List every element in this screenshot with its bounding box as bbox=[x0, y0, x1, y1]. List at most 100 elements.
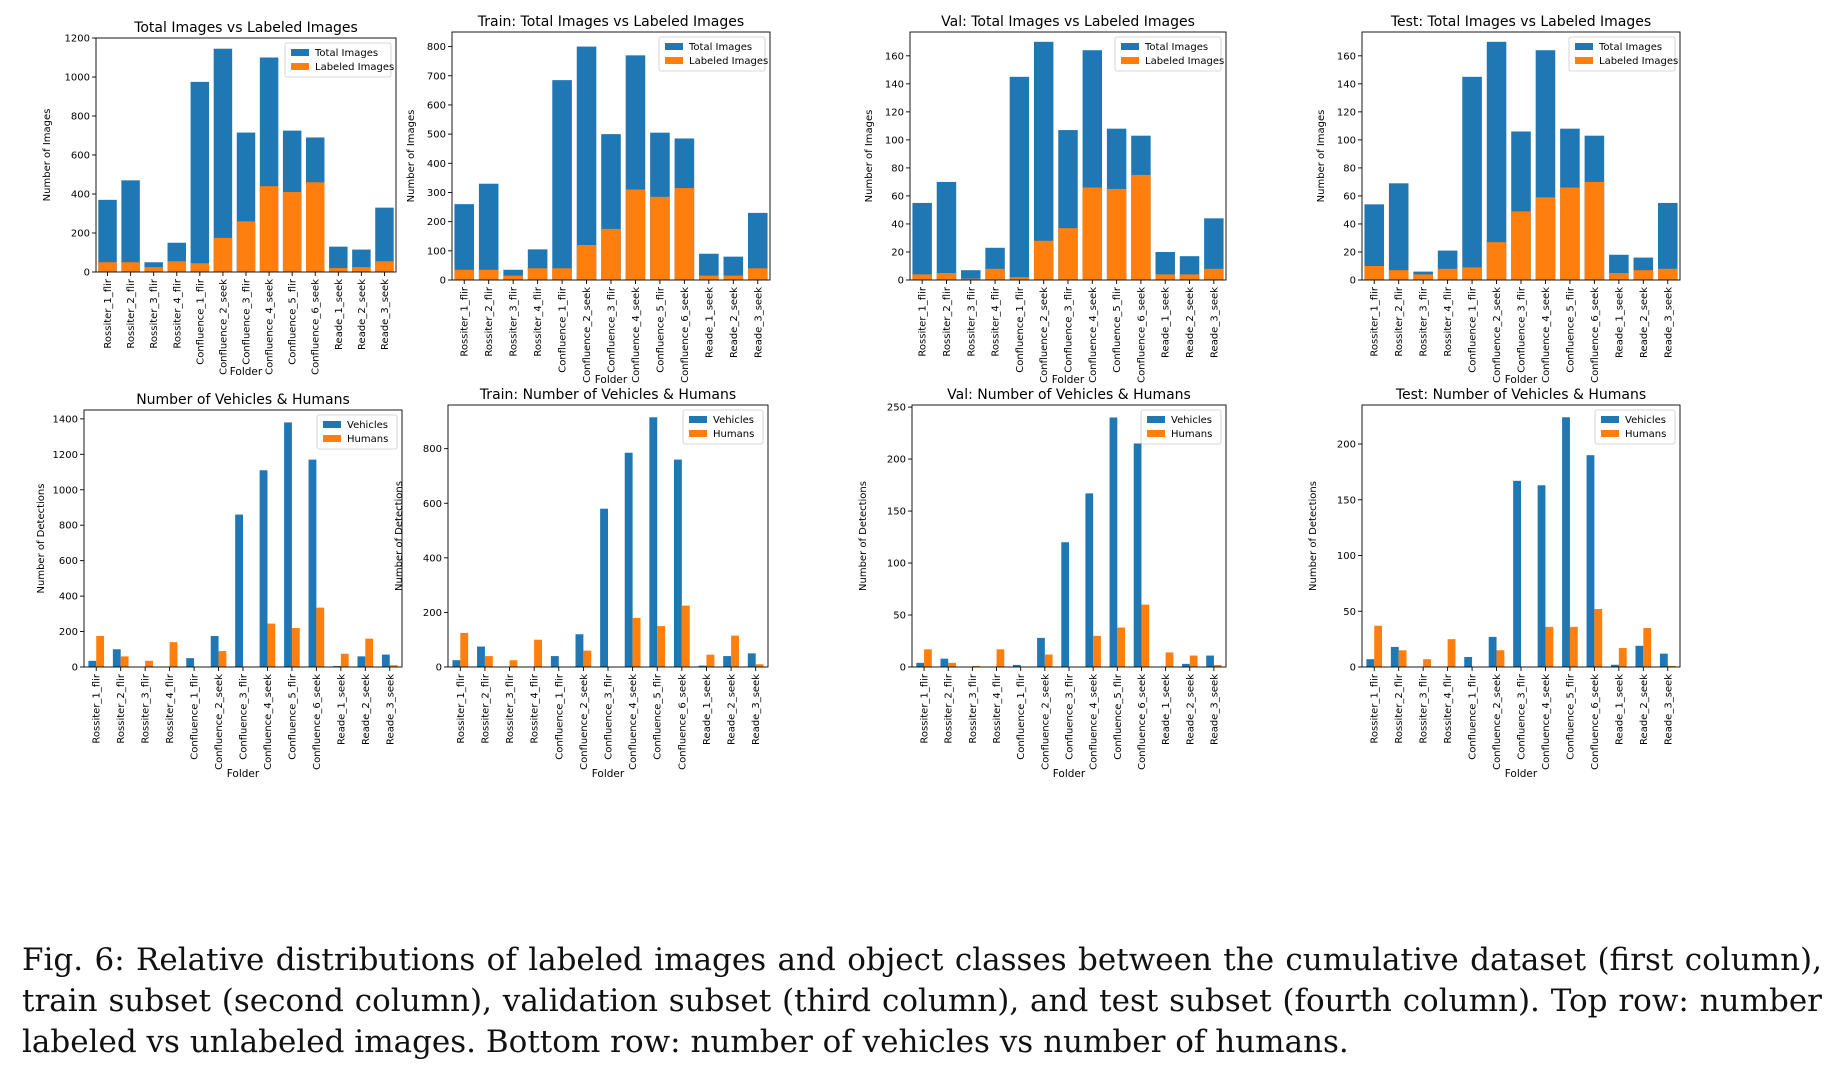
x-tick-label: Rossiter_4_flir bbox=[991, 286, 1002, 356]
bar-labeled bbox=[1179, 274, 1200, 280]
chart-test-vehicles-humans: Test: Number of Vehicles & Humans 0 50 100 1… bbox=[1308, 387, 1842, 920]
chart-title: Val: Total Images vs Labeled Images bbox=[941, 14, 1195, 30]
legend-swatch bbox=[689, 416, 707, 423]
legend-label: Total Images bbox=[314, 48, 378, 59]
x-tick-label: Confluence_1_flir bbox=[1016, 673, 1027, 760]
legend-swatch bbox=[665, 57, 683, 64]
x-tick-label: Rossiter_2_flir bbox=[116, 673, 127, 743]
x-tick-label: Confluence_4_seek bbox=[1088, 287, 1099, 383]
bar-labeled bbox=[190, 263, 210, 272]
x-tick-label: Confluence_3_flir bbox=[239, 673, 250, 760]
x-tick-label: Rossiter_2_flir bbox=[126, 278, 137, 348]
legend-label: Total Images bbox=[1598, 42, 1662, 53]
bar-vehicles bbox=[1366, 659, 1375, 667]
x-tick-label: Confluence_1_flir bbox=[1015, 286, 1026, 373]
bar-vehicles bbox=[723, 656, 732, 667]
bar-total bbox=[454, 204, 475, 280]
bar-labeled bbox=[1511, 211, 1531, 280]
y-tick-label: 1000 bbox=[53, 485, 78, 496]
bar-labeled bbox=[1033, 240, 1054, 280]
bar-labeled bbox=[236, 221, 256, 272]
y-axis-label: Number of Detections bbox=[858, 481, 869, 591]
x-tick-label: Rossiter_3_flir bbox=[505, 673, 516, 743]
y-tick-label: 600 bbox=[71, 151, 90, 162]
chart-title: Number of Vehicles & Humans bbox=[136, 392, 350, 408]
x-tick-label: Confluence_1_flir bbox=[195, 278, 206, 365]
x-axis-label: Folder bbox=[227, 768, 260, 780]
bar-vehicles bbox=[1464, 656, 1473, 667]
x-tick-label: Confluence_6_seek bbox=[680, 287, 691, 383]
y-tick-label: 700 bbox=[427, 71, 446, 82]
bar-humans bbox=[1667, 665, 1676, 667]
legend-swatch bbox=[291, 49, 309, 56]
chart-val-total-vs-labeled: Val: Total Images vs Labeled Images 0 20 40… bbox=[864, 10, 1380, 386]
x-tick-label: Reade_3_seek bbox=[1663, 674, 1674, 745]
x-tick-label: Reade_3_seek bbox=[753, 287, 764, 358]
bar-labeled bbox=[576, 244, 597, 280]
bar-total bbox=[478, 183, 499, 280]
x-axis-label: Folder bbox=[1052, 374, 1085, 386]
bar-vehicles bbox=[112, 649, 121, 667]
y-tick-label: 150 bbox=[887, 507, 906, 518]
x-tick-label: Confluence_3_flir bbox=[1065, 673, 1076, 760]
x-tick-label: Reade_2_seek bbox=[727, 674, 738, 745]
legend-swatch bbox=[1575, 57, 1593, 64]
x-tick-label: Reade_3_seek bbox=[385, 674, 396, 745]
bar-vehicles bbox=[673, 459, 682, 667]
legend: Total Images Labeled Images bbox=[1114, 36, 1224, 72]
y-tick-label: 1200 bbox=[65, 34, 90, 45]
y-tick-label: 400 bbox=[427, 159, 446, 170]
bar-labeled bbox=[699, 275, 719, 280]
chart-title: Train: Number of Vehicles & Humans bbox=[479, 387, 736, 403]
legend: Vehicles Humans bbox=[1140, 409, 1222, 445]
y-tick-label: 160 bbox=[1337, 51, 1356, 62]
bar-labeled bbox=[1082, 187, 1103, 280]
bars bbox=[912, 41, 1224, 281]
bar-labeled bbox=[552, 268, 572, 280]
legend-label: Vehicles bbox=[1625, 415, 1666, 426]
bar-total bbox=[352, 249, 371, 272]
bar-vehicles bbox=[940, 658, 949, 667]
x-tick-label: Reade_1_seek bbox=[1161, 287, 1172, 358]
chart-train-vehicles-humans: Train: Number of Vehicles & Humans 0 200 40… bbox=[394, 387, 930, 920]
bar-humans bbox=[1044, 654, 1053, 667]
bar-labeled bbox=[1155, 274, 1175, 280]
legend-label: Humans bbox=[713, 429, 754, 440]
bar-humans bbox=[1545, 626, 1554, 667]
bar-humans bbox=[509, 660, 518, 667]
y-tick-label: 80 bbox=[891, 163, 904, 174]
x-tick-label: Confluence_5_flir bbox=[1565, 286, 1576, 373]
bars bbox=[1364, 41, 1678, 281]
bar-vehicles bbox=[1061, 542, 1069, 667]
bar-vehicles bbox=[477, 646, 485, 667]
bar-humans bbox=[681, 605, 690, 667]
legend-label: Vehicles bbox=[1171, 415, 1212, 426]
x-axis-label: Folder bbox=[595, 374, 628, 386]
x-tick-label: Rossiter_1_flir bbox=[1370, 286, 1381, 356]
bar-vehicles bbox=[1085, 493, 1094, 667]
bars bbox=[454, 46, 768, 281]
y-axis-label: Number of Detections bbox=[1308, 481, 1319, 591]
bar-labeled bbox=[375, 261, 394, 272]
bar-total bbox=[723, 256, 744, 280]
x-tick-label: Confluence_4_seek bbox=[263, 674, 274, 770]
y-tick-label: 0 bbox=[84, 268, 90, 279]
chart-title: Val: Number of Vehicles & Humans bbox=[947, 387, 1191, 403]
bar-vehicles bbox=[1037, 637, 1045, 667]
x-tick-label: Confluence_1_flir bbox=[554, 673, 565, 760]
bar-labeled bbox=[1413, 274, 1433, 280]
x-tick-label: Rossiter_2_flir bbox=[480, 673, 491, 743]
x-tick-label: Confluence_3_flir bbox=[1064, 286, 1075, 373]
y-tick-label: 800 bbox=[427, 42, 446, 53]
x-tick-label: Rossiter_4_flir bbox=[165, 673, 176, 743]
bar-labeled bbox=[1633, 270, 1654, 280]
bars bbox=[98, 48, 394, 272]
x-tick-label: Rossiter_2_flir bbox=[1394, 673, 1405, 743]
legend-swatch bbox=[1575, 43, 1593, 50]
y-axis-label: Number of Images bbox=[406, 110, 417, 203]
legend: Vehicles Humans bbox=[682, 409, 764, 445]
bar-humans bbox=[1618, 648, 1627, 667]
x-tick-label: Confluence_4_seek bbox=[1541, 674, 1552, 770]
chart-val-vehicles-humans: Val: Number of Vehicles & Humans 0 50 100 15… bbox=[858, 387, 1380, 920]
y-tick-label: 140 bbox=[1337, 79, 1356, 90]
